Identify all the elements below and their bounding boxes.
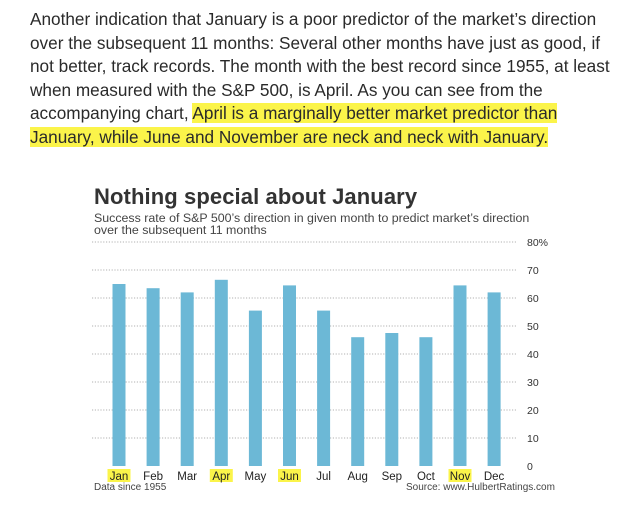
x-tick-label: Apr xyxy=(212,471,230,483)
bar xyxy=(146,288,160,466)
chart-footnote-data-since: Data since 1955 xyxy=(94,482,167,493)
chart-title: Nothing special about January xyxy=(94,184,418,209)
y-tick-label: 80% xyxy=(527,237,548,249)
bar xyxy=(248,310,262,466)
bar xyxy=(317,310,331,466)
x-tick-label: Mar xyxy=(177,471,197,483)
y-tick-label: 40 xyxy=(527,349,539,361)
x-label-highlight xyxy=(209,469,233,482)
bar xyxy=(351,337,365,466)
bar xyxy=(419,337,433,466)
x-tick-label: Jan xyxy=(110,471,129,483)
x-tick-label: Jul xyxy=(316,471,331,483)
x-tick-label: Nov xyxy=(450,471,471,483)
bar xyxy=(385,333,399,466)
bar xyxy=(487,292,501,466)
article-text-plain: Another indication that January is a poo… xyxy=(30,9,610,124)
y-tick-label: 30 xyxy=(527,377,539,389)
x-tick-label: Jun xyxy=(280,471,299,483)
x-label-highlight xyxy=(107,469,131,482)
bar xyxy=(180,292,194,466)
y-tick-label: 0 xyxy=(527,461,533,473)
x-tick-label: Dec xyxy=(484,471,505,483)
chart-subtitle: Success rate of S&P 500’s direction in g… xyxy=(94,211,530,238)
x-label-highlight xyxy=(448,469,472,482)
x-label-highlight xyxy=(278,469,301,482)
chart-footnote-source: Source: www.HulbertRatings.com xyxy=(406,482,555,493)
article-text: Another indication that January is a poo… xyxy=(30,8,615,150)
bar xyxy=(283,285,296,466)
x-tick-label: May xyxy=(245,471,267,483)
bar xyxy=(112,284,126,466)
x-tick-label: Sep xyxy=(382,471,402,483)
y-tick-label: 20 xyxy=(527,405,539,417)
y-tick-label: 50 xyxy=(527,321,539,333)
x-tick-label: Feb xyxy=(143,471,163,483)
bar xyxy=(453,285,467,466)
y-tick-label: 10 xyxy=(527,433,539,445)
y-tick-label: 70 xyxy=(527,265,539,277)
y-tick-label: 60 xyxy=(527,293,539,305)
x-tick-label: Aug xyxy=(347,471,367,483)
x-tick-label: Oct xyxy=(417,471,436,483)
article-paragraph: Another indication that January is a poo… xyxy=(30,8,615,150)
bar xyxy=(214,279,228,466)
